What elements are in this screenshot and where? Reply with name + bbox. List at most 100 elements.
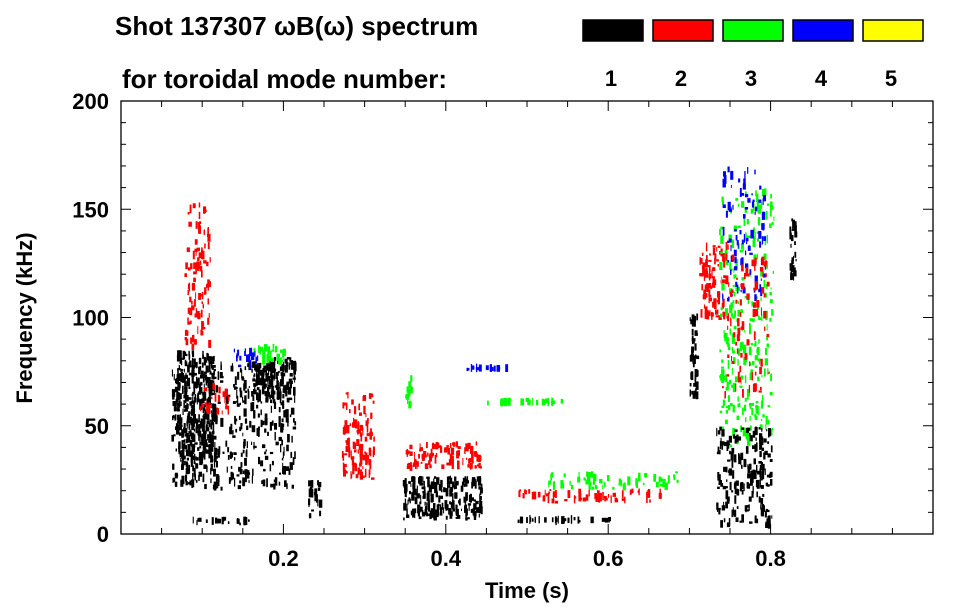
spectral-point: [755, 193, 759, 203]
spectral-point: [185, 329, 187, 332]
spectral-point: [346, 471, 348, 474]
spectral-point: [731, 254, 735, 261]
spectral-point: [279, 472, 282, 475]
spectral-point: [188, 267, 191, 271]
spectral-point: [265, 365, 267, 373]
spectral-point: [699, 273, 703, 277]
spectral-point: [761, 468, 765, 473]
spectral-point: [179, 421, 182, 431]
spectral-point: [704, 270, 708, 278]
spectral-point: [204, 376, 208, 381]
spectral-point: [612, 486, 615, 490]
spectral-point: [179, 357, 182, 364]
spectral-point: [436, 504, 440, 513]
spectral-point: [191, 343, 195, 350]
spectral-point: [648, 489, 651, 498]
spectral-point: [239, 468, 243, 475]
spectral-point: [724, 332, 728, 340]
spectral-point: [649, 499, 651, 503]
spectral-point: [183, 423, 186, 430]
spectral-point: [766, 343, 770, 348]
spectral-point: [440, 479, 443, 488]
spectral-point: [765, 348, 768, 355]
spectral-point: [189, 307, 193, 316]
spectral-point: [408, 497, 411, 502]
spectral-point: [237, 371, 240, 380]
spectral-point: [211, 517, 214, 525]
spectral-point: [293, 386, 296, 396]
spectral-point: [733, 454, 737, 463]
spectral-point: [191, 450, 194, 458]
spectral-point: [758, 461, 762, 464]
spectral-point: [403, 517, 405, 521]
spectral-point: [246, 354, 250, 362]
spectral-point: [404, 498, 407, 507]
spectral-point: [708, 259, 712, 262]
spectral-point: [754, 262, 756, 271]
spectral-point: [203, 356, 207, 366]
spectral-point: [455, 441, 458, 448]
spectral-point: [343, 402, 346, 406]
spectral-point: [756, 253, 758, 260]
spectral-point: [791, 257, 793, 265]
spectral-point: [764, 468, 766, 476]
spectral-point: [737, 371, 740, 378]
spectral-point: [478, 486, 481, 490]
spectral-point: [527, 400, 531, 406]
spectral-point: [727, 459, 731, 462]
spectral-point: [271, 368, 274, 374]
spectral-point: [230, 423, 233, 430]
spectral-point: [346, 438, 349, 443]
spectral-point: [353, 417, 355, 426]
spectral-point: [192, 472, 194, 482]
spectral-point: [769, 459, 773, 462]
spectral-point: [754, 415, 758, 421]
spectral-point: [766, 484, 770, 487]
spectral-point: [743, 483, 745, 492]
spectral-point: [287, 434, 290, 443]
spectral-point: [446, 462, 450, 466]
spectral-point: [212, 437, 214, 441]
spectral-point: [264, 451, 267, 455]
spectral-point: [431, 455, 433, 458]
spectral-point: [366, 423, 369, 433]
spectral-point: [739, 520, 742, 523]
spectral-point: [349, 409, 351, 414]
spectral-point: [215, 461, 218, 468]
spectral-point: [195, 463, 199, 469]
spectral-point: [721, 405, 725, 408]
spectral-point: [419, 477, 422, 482]
spectral-point: [309, 486, 312, 493]
spectral-point: [468, 503, 470, 511]
spectral-point: [744, 272, 746, 279]
spectral-point: [363, 395, 367, 401]
spectral-point: [479, 487, 483, 494]
spectral-point: [177, 424, 180, 430]
spectral-point: [435, 491, 438, 498]
spectral-point: [353, 419, 356, 426]
spectral-point: [466, 367, 469, 372]
spectral-point: [722, 178, 726, 188]
spectral-point: [365, 452, 368, 460]
spectral-point: [629, 492, 632, 495]
spectral-point: [446, 476, 450, 485]
spectral-point: [692, 320, 696, 327]
spectral-point: [188, 386, 191, 389]
spectral-point: [185, 395, 189, 400]
spectral-point: [178, 403, 180, 407]
spectral-point: [423, 487, 426, 495]
spectral-point: [201, 270, 203, 278]
spectral-point: [201, 435, 205, 445]
spectral-point: [732, 284, 735, 287]
spectral-point: [201, 291, 204, 300]
spectral-point: [733, 268, 735, 273]
spectral-point: [445, 507, 447, 511]
spectral-point: [758, 288, 762, 293]
spectral-point: [762, 189, 766, 197]
spectral-point: [195, 457, 199, 461]
spectral-point: [196, 247, 200, 252]
spectral-point: [220, 486, 223, 491]
spectral-point: [467, 517, 470, 520]
spectral-point: [454, 476, 457, 481]
spectral-point: [359, 424, 364, 431]
